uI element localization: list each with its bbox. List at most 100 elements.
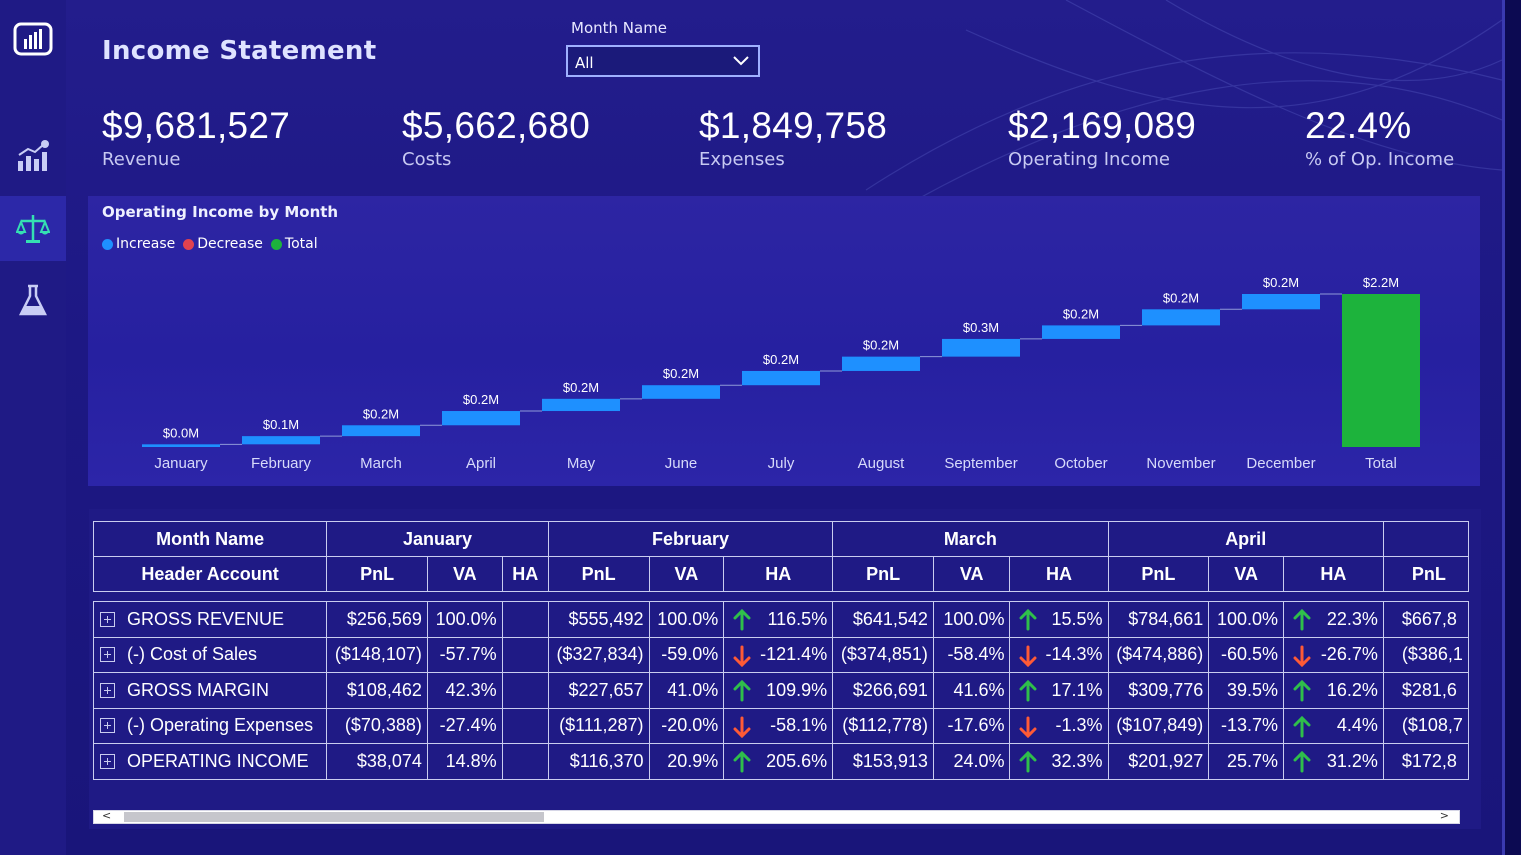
arrow-up-icon [1019,609,1037,631]
scroll-right-arrow[interactable]: > [1439,809,1449,822]
col-header-va[interactable]: VA [426,556,503,592]
legend-item-increase[interactable]: Increase [102,236,175,252]
ha-value: 15.5% [1051,608,1103,629]
kpi-operating-income: $2,169,089 Operating Income [1008,105,1196,170]
cell-ha: -58.1% [723,707,834,744]
legend-label: Increase [116,236,176,252]
bar-august[interactable] [842,356,920,371]
ha-value: 32.3% [1051,750,1103,771]
cell-ha: 31.2% [1283,743,1384,780]
col-header-pnl[interactable]: PnL [832,556,934,592]
sidebar-item-income-statement[interactable] [0,196,66,261]
col-header-va[interactable]: VA [932,556,1011,592]
ha-value: -26.7% [1320,644,1378,665]
col-header-ha[interactable]: HA [501,556,549,592]
table-row[interactable]: (-) Operating Expenses ($70,388) -27.4% ($1… [93,707,1469,744]
expand-icon[interactable] [100,753,115,769]
bar-july[interactable] [742,370,820,386]
table-row[interactable]: GROSS REVENUE $256,569 100.0% $555,492 100.0… [93,601,1469,638]
x-tick-label: October [1054,455,1107,472]
bar-november[interactable] [1142,309,1220,326]
arrow-down-icon [733,645,751,667]
month-header-january[interactable]: January [326,521,549,557]
month-header-april[interactable]: April [1107,521,1384,557]
cell-ha: 109.9% [723,672,834,709]
col-header-va[interactable]: VA [648,556,725,592]
col-header-pnl[interactable]: PnL [1107,556,1210,592]
expand-icon[interactable] [100,647,115,663]
table-row[interactable]: GROSS MARGIN $108,462 42.3% $227,657 41.0% 10… [93,672,1469,709]
ha-value: 22.3% [1326,608,1378,629]
waterfall-chart[interactable]: $0.0M January $0.1M February $0.2M March $0.2M… [88,196,1480,486]
cell-ha: 22.3% [1283,601,1384,638]
bar-december[interactable] [1242,294,1320,310]
table-row[interactable]: OPERATING INCOME $38,074 14.8% $116,370 20.9… [93,743,1469,780]
col-header-ha[interactable]: HA [1283,556,1384,592]
cell-pnl: ($374,851) [832,636,934,673]
sidebar-item-report[interactable] [0,6,66,71]
cell-va: -59.0% [648,636,725,673]
sidebar [0,0,66,855]
legend-item-total[interactable]: Total [270,236,318,252]
arrow-up-icon [1293,751,1311,773]
corner-month-name: Month Name [93,521,328,557]
col-header-pnl[interactable]: PnL [1382,556,1469,592]
x-tick-label: July [768,455,795,472]
data-label: $0.2M [763,352,799,367]
month-slicer-label: Month Name [571,19,668,37]
x-tick-label: February [251,455,312,472]
scroll-left-arrow[interactable]: < [102,809,112,822]
expand-icon[interactable] [100,682,115,698]
bar-april[interactable] [442,411,520,426]
col-header-ha[interactable]: HA [723,556,834,592]
measure-header-row: Header Account PnL VA HA PnL VA HA PnL V… [93,556,1469,592]
sidebar-item-lab[interactable] [0,268,66,333]
x-tick-label: December [1246,455,1315,472]
cell-pnl: $256,569 [326,601,428,638]
row-header-account[interactable]: GROSS MARGIN [93,672,328,709]
header-gap [93,591,1469,602]
cell-va: 20.9% [648,743,725,780]
kpi-label: % of Op. Income [1305,149,1455,170]
expand-icon[interactable] [100,611,115,627]
row-header-account[interactable]: (-) Operating Expenses [93,707,328,744]
col-header-pnl[interactable]: PnL [547,556,650,592]
bar-october[interactable] [1042,325,1120,339]
bar-february[interactable] [242,436,320,445]
kpi-label: Revenue [102,149,181,170]
cell-ha [501,601,549,638]
row-header-account[interactable]: (-) Cost of Sales [93,636,328,673]
horizontal-scrollbar[interactable]: < > [93,809,1460,824]
col-header-pnl[interactable]: PnL [326,556,428,592]
col-header-va[interactable]: VA [1208,556,1284,592]
operating-income-chart-card: $0.0M January $0.1M February $0.2M March $0.2M… [88,196,1480,486]
report-icon [13,22,53,55]
expand-icon[interactable] [100,718,115,734]
bar-march[interactable] [342,425,420,437]
cell-va: -57.7% [426,636,503,673]
col-header-ha[interactable]: HA [1009,556,1109,592]
legend-item-decrease[interactable]: Decrease [183,236,263,252]
scrollbar-thumb[interactable] [124,812,544,822]
account-label: OPERATING INCOME [127,750,309,771]
row-header-account[interactable]: GROSS REVENUE [93,601,328,638]
month-header-february[interactable]: February [547,521,834,557]
sidebar-item-finance[interactable] [0,123,66,188]
table-row[interactable]: (-) Cost of Sales ($148,107) -57.7% ($327,8… [93,636,1469,673]
bar-september[interactable] [942,338,1020,357]
bar-may[interactable] [542,398,620,412]
month-slicer-value: All [575,54,594,72]
month-slicer-dropdown[interactable]: All [566,45,760,77]
ha-value: 31.2% [1326,750,1378,771]
bar-total[interactable] [1342,294,1420,447]
cell-ha: -14.3% [1009,636,1109,673]
bar-january[interactable] [142,444,220,447]
row-header-account[interactable]: OPERATING INCOME [93,743,328,780]
arrow-down-icon [1019,645,1037,667]
bar-june[interactable] [642,385,720,399]
pnl-matrix[interactable]: Month Name January February March April … [93,521,1469,783]
month-header-march[interactable]: March [832,521,1109,557]
cell-pnl: ($327,834) [547,636,650,673]
cell-va: 100.0% [426,601,503,638]
arrow-up-icon [1293,609,1311,631]
